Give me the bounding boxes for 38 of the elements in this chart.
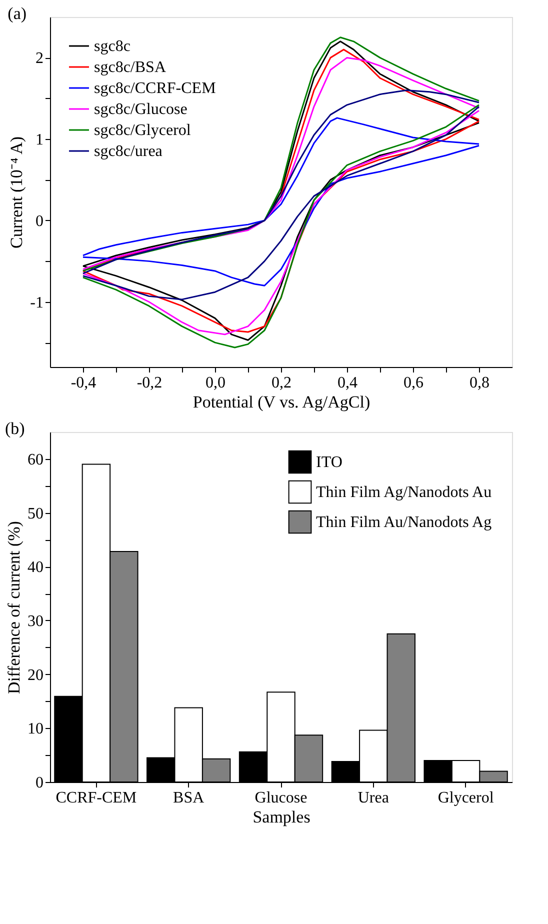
y-tick-label: 50 [28, 505, 44, 522]
x-tick-label: -0,2 [136, 374, 162, 392]
y-tick-label: 0 [36, 774, 44, 792]
x-tick-label: 0,8 [470, 374, 490, 392]
x-tick-label: Glycerol [438, 790, 494, 806]
legend-label: Thin Film Au/Nanodots Ag [316, 514, 492, 531]
x-tick-label: -0,4 [70, 374, 96, 392]
y-tick-label: 1 [36, 132, 44, 149]
y-tick-label: 60 [28, 451, 44, 468]
y-tick-label: -1 [30, 294, 44, 312]
y-tick-label: 2 [36, 50, 44, 68]
legend-label: sgc8c/CCRF-CEM [94, 80, 216, 97]
x-tick-label: Urea [358, 790, 389, 806]
chart-title: (a) [8, 4, 27, 23]
x-axis-title: Potential (V vs. Ag/AgCl) [192, 392, 370, 412]
legend-label: sgc8c/BSA [94, 59, 166, 76]
x-tick-label: 0,4 [338, 374, 358, 392]
legend-label: sgc8c/Glucose [94, 101, 188, 118]
legend-label: sgc8c/urea [94, 143, 162, 160]
y-axis-title: Current (10⁻⁴ A) [7, 136, 26, 249]
y-tick-label: 10 [28, 720, 44, 738]
x-axis-title: Samples [252, 808, 310, 826]
x-tick-label: 0,6 [404, 374, 424, 392]
legend-label: Thin Film Ag/Nanodots Au [316, 484, 492, 501]
y-tick-label: 20 [28, 666, 44, 684]
chart-title: (b) [5, 419, 25, 438]
x-tick-label: CCRF-CEM [56, 790, 137, 806]
x-tick-label: Glucose [254, 790, 308, 806]
y-tick-label: 0 [36, 212, 44, 230]
legend-label: sgc8c [94, 38, 130, 55]
x-tick-label: 0,0 [206, 374, 226, 392]
legend-label: ITO [316, 454, 342, 471]
x-tick-label: 0,2 [272, 374, 292, 392]
y-tick-label: 40 [28, 559, 44, 576]
legend-label: sgc8c/Glycerol [94, 122, 192, 139]
y-tick-label: 30 [28, 612, 44, 630]
y-axis-title: Difference of current (%) [4, 521, 24, 694]
x-tick-label: BSA [173, 790, 205, 806]
